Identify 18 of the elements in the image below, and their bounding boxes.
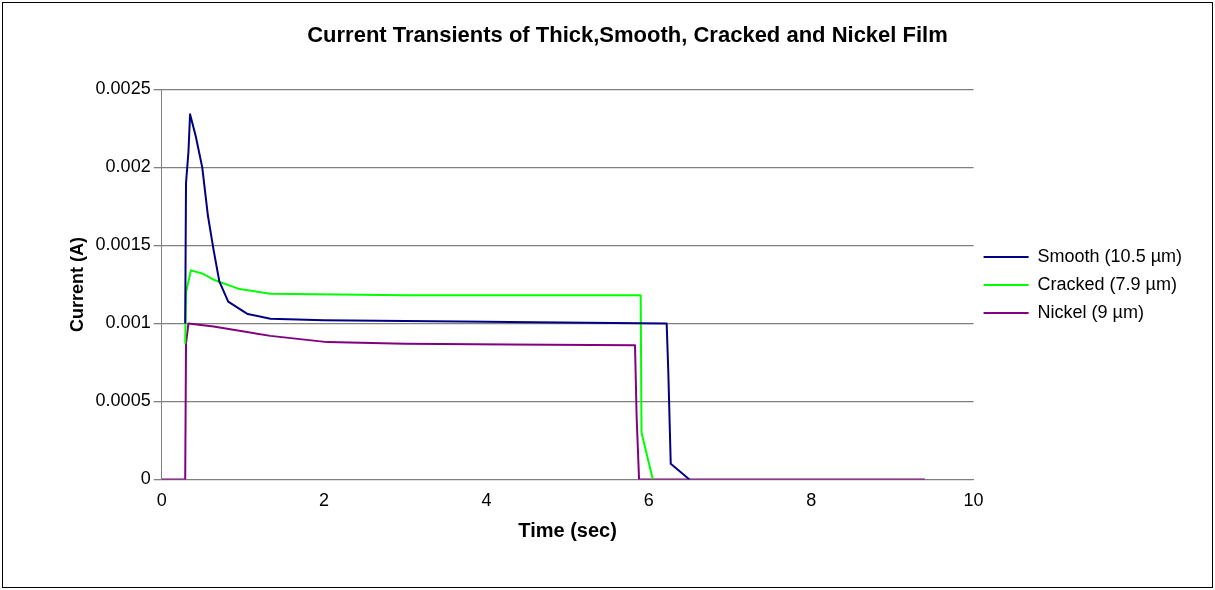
chart-title: Current Transients of Thick,Smooth, Cracked and Nickel Film — [307, 22, 948, 48]
y-axis-title: Current (A) — [66, 236, 87, 332]
legend-label: Cracked (7.9 µm) — [1037, 273, 1177, 294]
y-tick-label: 0 — [140, 468, 151, 489]
y-tick-label: 0.002 — [105, 156, 151, 177]
x-tick-label: 2 — [319, 490, 330, 511]
x-tick-label: 8 — [806, 490, 817, 511]
x-tick-label: 6 — [643, 490, 654, 511]
y-tick-label: 0.001 — [105, 312, 151, 333]
y-tick-label: 0.0025 — [95, 78, 151, 99]
x-axis-title: Time (sec) — [518, 518, 617, 541]
x-tick-label: 4 — [481, 490, 492, 511]
x-tick-label: 0 — [156, 490, 167, 511]
y-tick-label: 0.0005 — [95, 390, 151, 411]
y-tick-label: 0.0015 — [95, 234, 151, 255]
x-tick-label: 10 — [963, 490, 984, 511]
legend-label: Smooth (10.5 µm) — [1037, 245, 1182, 266]
legend-label: Nickel (9 µm) — [1037, 301, 1144, 322]
